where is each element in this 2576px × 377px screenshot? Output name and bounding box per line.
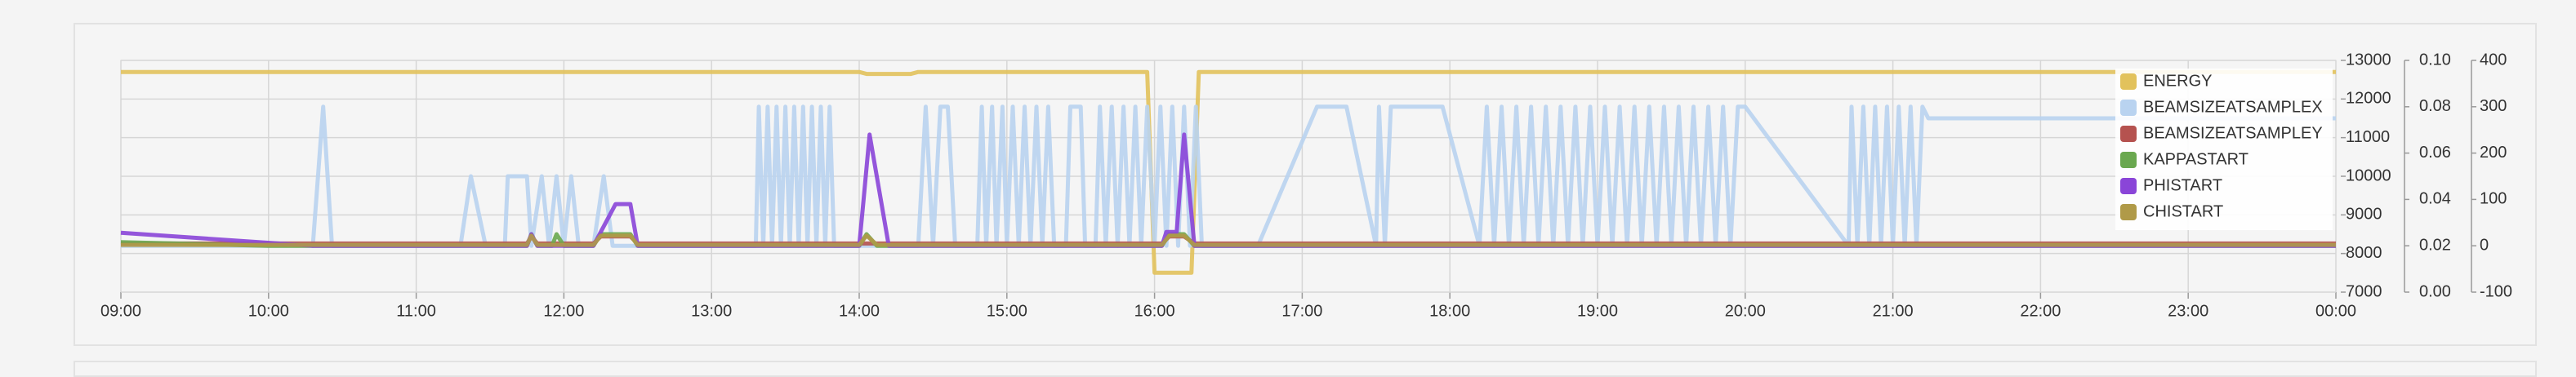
x-tick-label: 22:00: [2020, 302, 2061, 320]
y-tick-label: -100: [2480, 282, 2512, 300]
x-tick-label: 11:00: [396, 302, 436, 320]
y-tick-label: 400: [2480, 51, 2507, 69]
y-tick-label: 0.00: [2419, 282, 2451, 300]
legend-label: BEAMSIZEATSAMPLEY: [2143, 124, 2323, 142]
page: 09:00 10:00 11:00 12:00 13:00 14:00 15:00 16:00…: [74, 23, 2537, 377]
y-tick-label: 7000: [2346, 282, 2382, 300]
y-tick-label: 8000: [2346, 244, 2382, 262]
x-tick-label: 14:00: [839, 302, 880, 320]
y-tick-label: 0: [2480, 236, 2489, 254]
y-tick-label: 300: [2480, 97, 2507, 115]
x-tick-label: 12:00: [543, 302, 584, 320]
x-tick-label: 17:00: [1281, 302, 1322, 320]
x-tick-label: 23:00: [2168, 302, 2208, 320]
legend-swatch: [2120, 100, 2137, 116]
series-line: [121, 233, 2336, 247]
x-tick-label: 19:00: [1577, 302, 1618, 320]
y-tick-label: 200: [2480, 144, 2507, 162]
series-line: [121, 104, 2336, 248]
legend-label: CHISTART: [2143, 202, 2223, 220]
legend-label: ENERGY: [2143, 72, 2212, 90]
x-tick-label: 15:00: [987, 302, 1027, 320]
x-tick-label: 09:00: [100, 302, 141, 320]
legend-swatch: [2120, 152, 2137, 168]
legend-swatch: [2120, 178, 2137, 194]
legend-label: KAPPASTART: [2143, 150, 2248, 168]
x-tick-label: 13:00: [691, 302, 732, 320]
legend-swatch: [2120, 204, 2137, 220]
legend-label: PHISTART: [2143, 176, 2222, 194]
x-tick-label: 16:00: [1134, 302, 1175, 320]
legend-swatch: [2120, 126, 2137, 142]
y-tick-label: 0.10: [2419, 51, 2451, 69]
y-tick-label: 100: [2480, 190, 2507, 208]
legend-swatch: [2120, 73, 2137, 90]
y-tick-label: 0.04: [2419, 190, 2451, 208]
y-tick-label: 12000: [2346, 90, 2391, 108]
y-tick-label: 0.06: [2419, 144, 2451, 162]
x-tick-label: 18:00: [1429, 302, 1470, 320]
x-tick-label: 21:00: [1873, 302, 1914, 320]
x-tick-label: 00:00: [2315, 302, 2356, 320]
y-tick-label: 9000: [2346, 206, 2382, 224]
chart: 09:00 10:00 11:00 12:00 13:00 14:00 15:00 16:00…: [100, 51, 2512, 320]
y-tick-label: 10000: [2346, 166, 2391, 184]
y-tick-label: 11000: [2346, 128, 2390, 146]
legend-label: BEAMSIZEATSAMPLEX: [2143, 98, 2323, 116]
x-tick-label: 10:00: [248, 302, 289, 320]
y-tick-label: 0.08: [2419, 97, 2451, 115]
y-tick-label: 13000: [2346, 51, 2391, 69]
legend-box: [2115, 69, 2333, 230]
y-tick-label: 0.02: [2419, 236, 2451, 254]
x-tick-label: 20:00: [1725, 302, 1766, 320]
legend: ENERGY BEAMSIZEATSAMPLEX BEAMSIZEATSAMPLEY…: [2115, 69, 2333, 230]
